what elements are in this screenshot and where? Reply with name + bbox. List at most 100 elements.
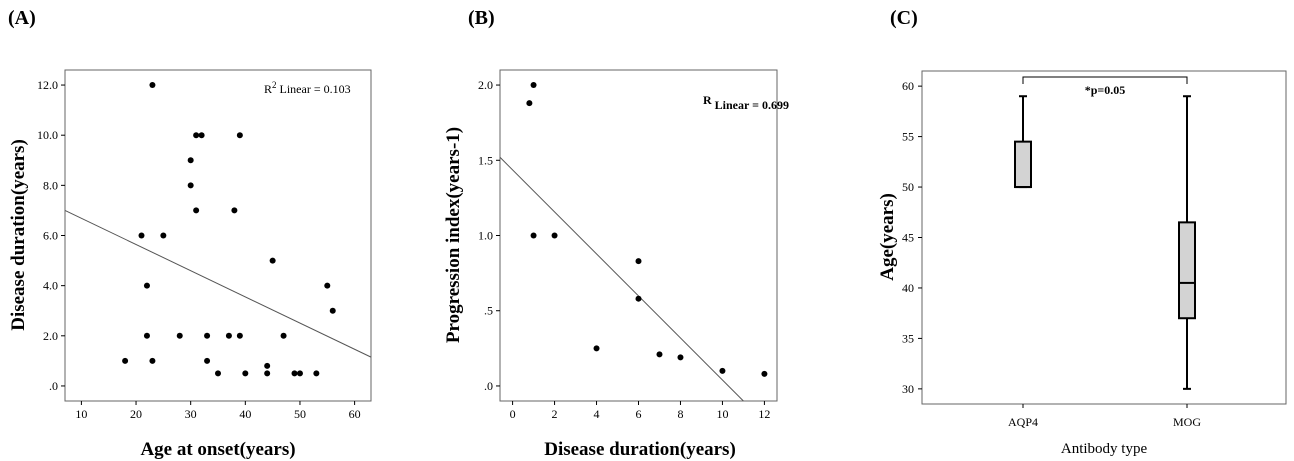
panel-b-data-point (635, 258, 642, 265)
panel-a-fit-line (64, 209, 372, 358)
panel-b-x-ticks: 0 2 4 6 8 10 12 (510, 401, 770, 421)
panel-a-data-point (264, 370, 271, 377)
panel-a-data-point (329, 307, 336, 314)
panel-c-y-tick-label: 40 (902, 281, 914, 295)
panel-a-data-point (236, 332, 243, 339)
panel-c-y-tick-label: 55 (902, 130, 914, 144)
panel-c-x-tick-label: AQP4 (1008, 415, 1038, 429)
panel-c-y-tick-label: 30 (902, 382, 914, 396)
panel-a-data-point (149, 357, 156, 364)
panel-b-data-point (719, 367, 726, 374)
panel-a-data-point (160, 232, 167, 239)
panel-a-data-point (269, 257, 276, 264)
panel-a-y-tick-label: 8.0 (43, 178, 58, 192)
panel-c-significance-bracket: *p=0.05 (1022, 76, 1188, 97)
panel-b-x-tick-label: 2 (552, 407, 558, 421)
panel-b-y-tick-label: 2.0 (478, 78, 493, 92)
panel-c-boxes (1014, 95, 1196, 390)
panel-b-fit-layer (499, 156, 744, 402)
panel-c-x-ticks: AQP4 MOG (1008, 404, 1201, 429)
panel-a-y-tick-label: 12.0 (37, 78, 58, 92)
panel-b-data-point (635, 295, 642, 302)
panel-c-mog-box (1178, 221, 1196, 320)
panel-c-box-plot: (C) AQP4 MOG 30 35 40 45 50 55 60 *p=0.05 Antib… (877, 7, 1287, 457)
panel-b-data-point (677, 354, 684, 361)
panel-c-significance-label: *p=0.05 (1085, 83, 1126, 97)
panel-c-x-axis-title: Antibody type (1061, 441, 1148, 457)
panel-a-y-tick-label: 4.0 (43, 279, 58, 293)
panel-b-fit-line (499, 156, 744, 402)
panel-a-data-point (225, 332, 232, 339)
panel-b-data-point (593, 345, 600, 352)
panel-b-x-tick-label: 6 (636, 407, 642, 421)
panel-a-data-point (193, 207, 200, 214)
panel-c-y-tick-label: 60 (902, 79, 914, 93)
panel-c-plot-frame (921, 70, 1287, 405)
panel-b-label: (B) (468, 7, 495, 29)
panel-a-y-ticks: .0 2.0 4.0 6.0 8.0 10.0 12.0 (37, 78, 65, 393)
panel-b-y-tick-label: 1.0 (478, 229, 493, 243)
panel-a-x-ticks: 10 20 30 40 50 60 (75, 401, 361, 421)
panel-a-r-squared-annotation: R2 Linear = 0.103 (264, 80, 351, 96)
panel-a-data-point (198, 132, 205, 139)
panel-a-data-point (143, 332, 150, 339)
panel-a-data-point (242, 370, 249, 377)
panel-b-x-tick-label: 12 (758, 407, 770, 421)
panel-a-data-point (204, 357, 211, 364)
panel-a-data-point (236, 132, 243, 139)
panel-a-data-point (215, 370, 221, 377)
panel-b-data-point (530, 82, 537, 89)
panel-b-x-axis-title: Disease duration(years) (544, 439, 736, 460)
panel-b-x-tick-label: 8 (677, 407, 683, 421)
panel-b-plot-frame (499, 69, 778, 402)
panel-c-y-ticks: 30 35 40 45 50 55 60 (902, 79, 922, 396)
panel-a-data-point (280, 332, 287, 339)
panel-a-x-tick-label: 40 (239, 407, 251, 421)
panel-a-data-point (187, 157, 194, 164)
panel-a-y-tick-label: 10.0 (37, 128, 58, 142)
panel-c-y-tick-label: 50 (902, 180, 914, 194)
panel-a-data-point (204, 332, 211, 339)
panel-a-x-tick-label: 30 (185, 407, 197, 421)
panel-b-scatter-chart: (B) 0 2 4 6 8 10 12 .0 .5 1.0 1.5 2.0 R Linear = 0… (443, 7, 789, 460)
panel-c-y-tick-label: 35 (902, 331, 914, 345)
panel-b-data-point (551, 232, 558, 239)
panel-c-y-axis-title: Age(years) (877, 193, 898, 281)
panel-b-data-point (526, 100, 533, 107)
panel-c-aqp4-box (1014, 140, 1032, 189)
panel-a-data-point (149, 82, 156, 89)
panel-b-y-tick-label: .0 (484, 379, 493, 393)
panel-a-data-point (187, 182, 194, 189)
panel-b-x-tick-label: 10 (716, 407, 728, 421)
panel-a-y-tick-label: 6.0 (43, 229, 58, 243)
panel-b-y-axis-title: Progression index(years-1) (443, 127, 464, 343)
panel-b-data-point (530, 232, 537, 239)
panel-a-data-point (296, 370, 303, 377)
panel-a-x-tick-label: 50 (294, 407, 306, 421)
panel-a-y-tick-label: .0 (49, 379, 58, 393)
panel-b-y-tick-label: 1.5 (478, 153, 493, 167)
panel-c-significance-line (1022, 76, 1188, 84)
panel-a-data-point (193, 132, 200, 139)
panel-a-points (122, 82, 336, 377)
panel-a-x-tick-label: 60 (349, 407, 361, 421)
panel-c-y-tick-label: 45 (902, 231, 914, 245)
panel-a-x-tick-label: 10 (75, 407, 87, 421)
panel-a-y-tick-label: 2.0 (43, 329, 58, 343)
panel-b-x-tick-label: 4 (594, 407, 600, 421)
panel-a-fit-layer (64, 209, 372, 358)
panel-a-data-point (143, 282, 150, 289)
panel-a-data-point (138, 232, 145, 239)
panel-b-y-ticks: .0 .5 1.0 1.5 2.0 (478, 78, 500, 393)
panel-b-data-point (761, 370, 768, 377)
panel-a-x-tick-label: 20 (130, 407, 142, 421)
panel-c-label: (C) (890, 7, 918, 29)
panel-c-x-tick-label: MOG (1173, 415, 1201, 429)
panel-b-x-tick-label: 0 (510, 407, 516, 421)
panel-b-r-squared-annotation: R Linear = 0.699 (703, 93, 789, 112)
panel-a-data-point (264, 362, 271, 369)
panel-a-label: (A) (8, 7, 36, 29)
panel-a-data-point (176, 332, 183, 339)
panel-b-y-tick-label: .5 (484, 304, 493, 318)
